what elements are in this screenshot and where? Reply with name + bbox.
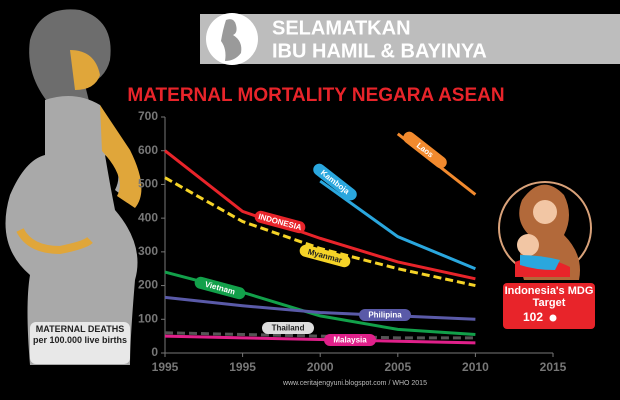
y-label-wrap: MATERNAL DEATHS per 100.000 live births — [32, 324, 128, 345]
series-line — [164, 176, 476, 288]
x-tick-label: 2000 — [307, 360, 334, 374]
target-value: 102 — [523, 310, 543, 324]
series-label: Thailand — [262, 322, 314, 334]
series-label-pill — [313, 163, 357, 201]
series-line — [164, 295, 476, 321]
chart-title: MATERNAL MORTALITY NEGARA ASEAN — [127, 85, 504, 106]
series-label: Philipina — [359, 309, 411, 321]
header-banner — [200, 14, 620, 64]
header-line2: IBU HAMIL & BAYINYA — [272, 40, 487, 62]
x-tick-label: 2005 — [384, 360, 411, 374]
target-marker — [549, 314, 557, 322]
y-label-box — [30, 322, 130, 364]
series-label-pill — [299, 244, 351, 268]
series-label-pill — [324, 334, 376, 346]
x-tick-label: 1995 — [152, 360, 179, 374]
series-label-pill — [194, 276, 246, 300]
header-icon-figure — [221, 19, 242, 62]
series-label-pill — [254, 210, 306, 234]
series-label-pill — [262, 322, 314, 334]
source: www.ceritajengyuni.blogspot.com / WHO 20… — [282, 380, 427, 387]
y-tick-label: 500 — [138, 177, 158, 191]
y-tick-label: 0 — [151, 345, 158, 359]
series-line — [164, 331, 476, 340]
pregnant-woman-illustration — [5, 9, 142, 365]
y-tick-label: 200 — [138, 278, 158, 292]
target-label: Indonesia's MDG Target — [504, 285, 594, 309]
header-line1: SELAMATKAN — [272, 17, 411, 39]
y-tick-label: 400 — [138, 210, 158, 224]
target-label-wrap: Indonesia's MDG Target — [504, 285, 594, 309]
mother-baby-illustration — [498, 181, 592, 280]
target-box — [503, 283, 595, 329]
series-line — [319, 179, 476, 271]
series-label-text: Malaysia — [333, 336, 367, 345]
x-tick-label: 2010 — [462, 360, 489, 374]
series-label-pill — [403, 131, 447, 169]
x-tick-label: 2015 — [540, 360, 567, 374]
series-label-pill — [359, 309, 411, 321]
series-label: Malaysia — [324, 334, 376, 346]
series-label-text: Philipina — [368, 311, 402, 320]
y-axis-label: MATERNAL DEATHS per 100.000 live births — [32, 324, 128, 345]
x-tick-label: 1995 — [229, 360, 256, 374]
series-line — [164, 149, 476, 281]
series-line — [164, 334, 476, 345]
y-tick-label: 300 — [138, 244, 158, 258]
y-tick-label: 100 — [138, 311, 158, 325]
y-tick-label: 600 — [138, 143, 158, 157]
y-tick-label: 700 — [138, 109, 158, 123]
series-label-text: Thailand — [272, 324, 305, 333]
